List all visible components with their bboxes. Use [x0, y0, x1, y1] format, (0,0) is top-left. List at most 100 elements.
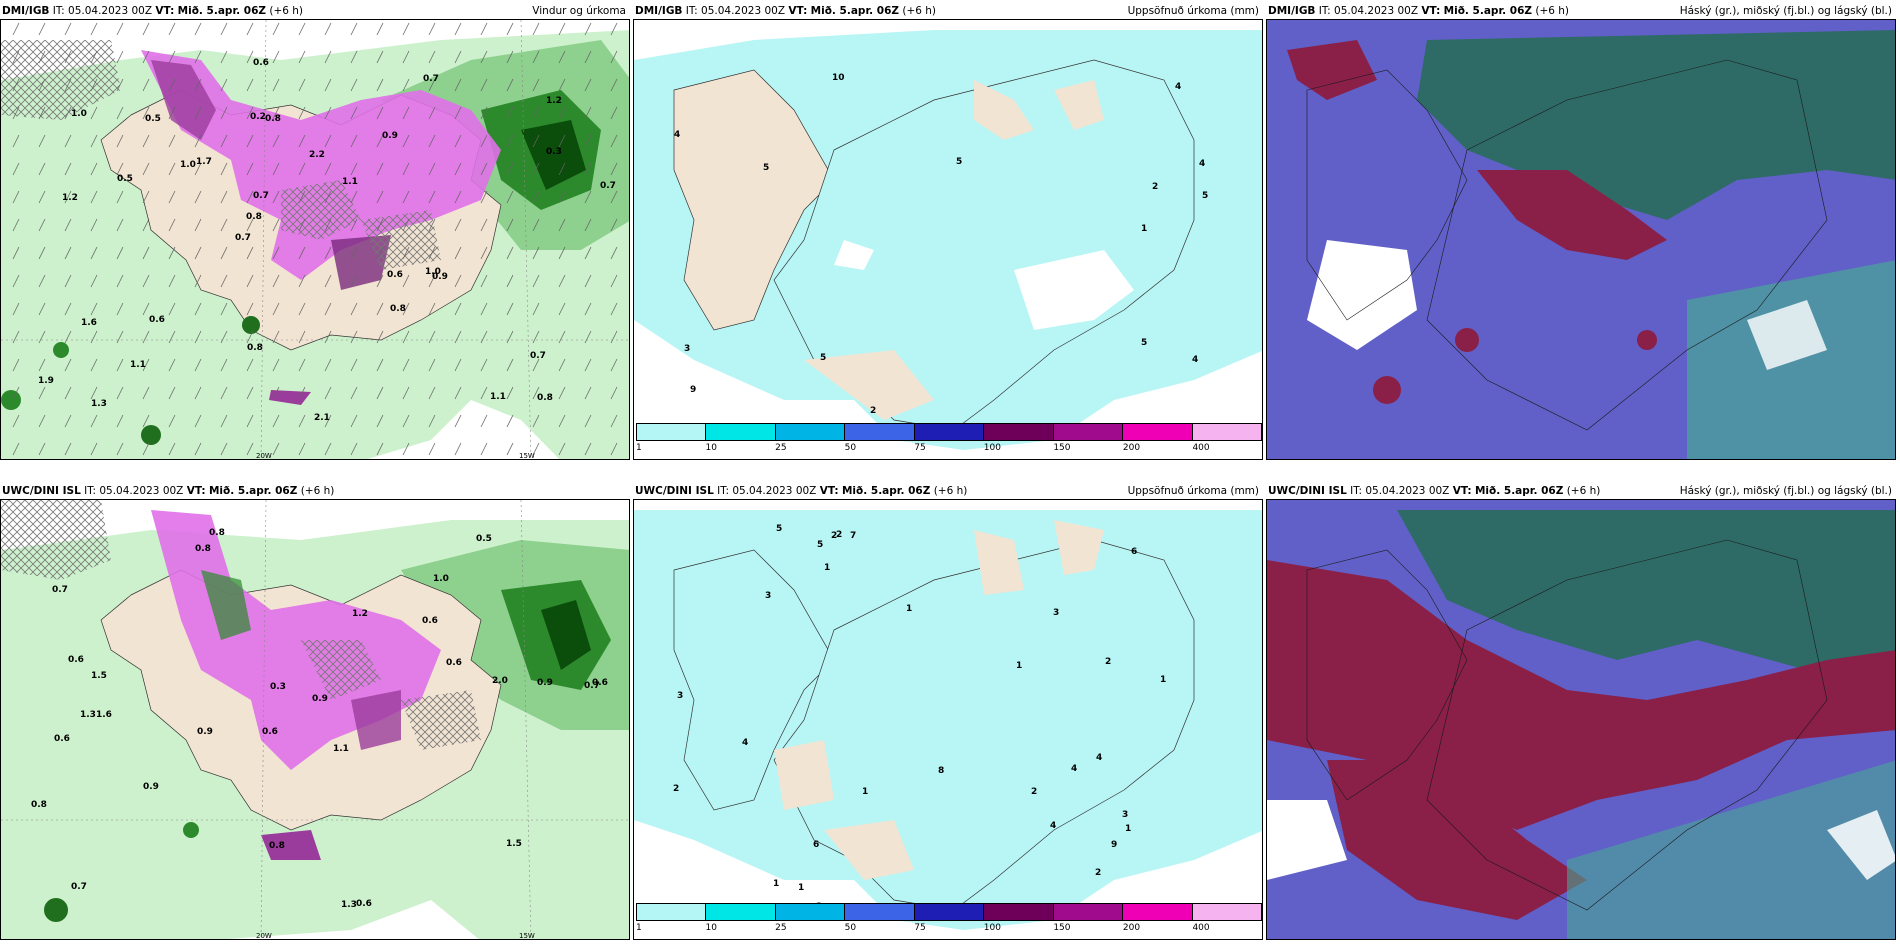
wind-barb	[272, 22, 280, 36]
wind-barb	[610, 442, 618, 456]
wind-barb	[220, 414, 228, 428]
wind-barb	[558, 134, 566, 148]
map-frame[interactable]: 5 4 4 5 9 10 2 5 4 5 5 4 1 2 3 1 10 25 50 75 100 150 200 400	[633, 19, 1263, 460]
map-value-label: 1	[1125, 824, 1131, 834]
map-value-label: 1	[773, 879, 779, 889]
wind-barb	[402, 302, 410, 316]
lon-label-15w: 15W	[519, 452, 535, 460]
wind-barb	[428, 442, 436, 456]
map-value-label: 2	[1105, 657, 1111, 667]
wind-barb	[38, 414, 46, 428]
wind-barb	[584, 386, 592, 400]
wind-barb	[402, 106, 410, 120]
wind-barb	[376, 414, 384, 428]
wind-barb	[350, 22, 358, 36]
map-frame[interactable]: 122432131412345368911213456721 110255075…	[633, 499, 1263, 940]
wind-barb	[480, 274, 488, 288]
wind-barb	[90, 330, 98, 344]
wind-barb	[246, 302, 254, 316]
wind-barb	[532, 22, 540, 36]
wind-barb	[90, 442, 98, 456]
map-frame[interactable]	[1266, 19, 1896, 460]
wind-barb	[350, 358, 358, 372]
wind-barb	[402, 134, 410, 148]
wind-barb	[168, 50, 176, 64]
wind-barb	[506, 162, 514, 176]
wind-barb	[194, 162, 202, 176]
wind-barb	[38, 106, 46, 120]
wind-barb	[350, 78, 358, 92]
map-value-label: 0.7	[600, 181, 616, 191]
precip-legend: 1 10 25 50 75 100 150 200 400	[636, 423, 1262, 457]
wind-barb	[532, 50, 540, 64]
wind-barb	[506, 442, 514, 456]
legend-label: 10	[705, 443, 717, 453]
map-value-label: 3	[1053, 608, 1059, 618]
wind-barb	[142, 274, 150, 288]
map-value-label: 4	[1071, 764, 1077, 774]
map-value-label: 0.7	[423, 74, 439, 84]
wind-barb	[506, 50, 514, 64]
wind-barb	[610, 22, 618, 36]
wind-barb	[558, 330, 566, 344]
map-frame[interactable]: 20W 15W 0.8 1.0 0.7 0.6 1.1 1.6 0.7 0.6 0.6 1.2 0.…	[0, 499, 630, 940]
wind-barb	[142, 50, 150, 64]
map-value-label: 1.2	[546, 96, 562, 106]
wind-barb	[532, 246, 540, 260]
wind-barb	[142, 358, 150, 372]
wind-barb	[376, 330, 384, 344]
wind-barb	[12, 246, 20, 260]
wind-barb	[116, 50, 124, 64]
wind-barb	[376, 302, 384, 316]
wind-barb	[194, 302, 202, 316]
wind-barb	[246, 330, 254, 344]
panel-title: UWC/DINI ISL IT: 05.04.2023 00Z VT: Mið.…	[1268, 482, 1894, 498]
map-value-label: 0.5	[145, 114, 161, 124]
map-value-label: 0.6	[446, 658, 462, 668]
wind-barb	[324, 78, 332, 92]
wind-barb	[428, 218, 436, 232]
wind-barb	[90, 414, 98, 428]
wind-barb	[402, 274, 410, 288]
wind-barb	[168, 78, 176, 92]
lead-time: (+6 h)	[1535, 5, 1570, 17]
wind-barb	[194, 22, 202, 36]
legend-swatch	[706, 424, 776, 440]
map-value-label: 4	[1192, 355, 1198, 365]
map-frame[interactable]	[1266, 499, 1896, 940]
wind-barb	[168, 414, 176, 428]
wind-barb	[324, 246, 332, 260]
wind-barb	[324, 218, 332, 232]
map-value-label: 0.9	[382, 131, 398, 141]
wind-barb	[298, 246, 306, 260]
wind-barb	[246, 358, 254, 372]
wind-barb	[298, 358, 306, 372]
wind-barb	[558, 414, 566, 428]
wind-barb	[194, 442, 202, 456]
wind-barb	[506, 302, 514, 316]
map-frame[interactable]: 20W 15W 0.8 1.2 1.2 0.7 0.9 1.3 0.2 2.2 1.6 1.7 1.…	[0, 19, 630, 460]
map-value-label: 6	[1131, 547, 1137, 557]
map-value-label: 0.6	[387, 270, 403, 280]
wind-barb	[142, 162, 150, 176]
lead-time: (+6 h)	[269, 5, 304, 17]
wind-barb	[402, 414, 410, 428]
wind-barb	[480, 414, 488, 428]
wind-barb	[610, 134, 618, 148]
legend-swatch	[845, 904, 915, 920]
wind-barb	[298, 302, 306, 316]
wind-barb	[64, 414, 72, 428]
map-value-label: 7	[850, 531, 856, 541]
wind-barb	[116, 386, 124, 400]
wind-barb	[116, 330, 124, 344]
map-value-label: 2	[831, 531, 837, 541]
wind-barb	[64, 302, 72, 316]
wind-barb	[376, 190, 384, 204]
panel-dmi-wind-precip: DMI/IGB IT: 05.04.2023 00Z VT: Mið. 5.ap…	[0, 0, 630, 460]
wind-barb	[558, 442, 566, 456]
map-value-label: 0.8	[246, 212, 262, 222]
map-value-label: 0.8	[31, 800, 47, 810]
wind-barb	[480, 22, 488, 36]
wind-barb	[64, 134, 72, 148]
wind-barb	[480, 190, 488, 204]
